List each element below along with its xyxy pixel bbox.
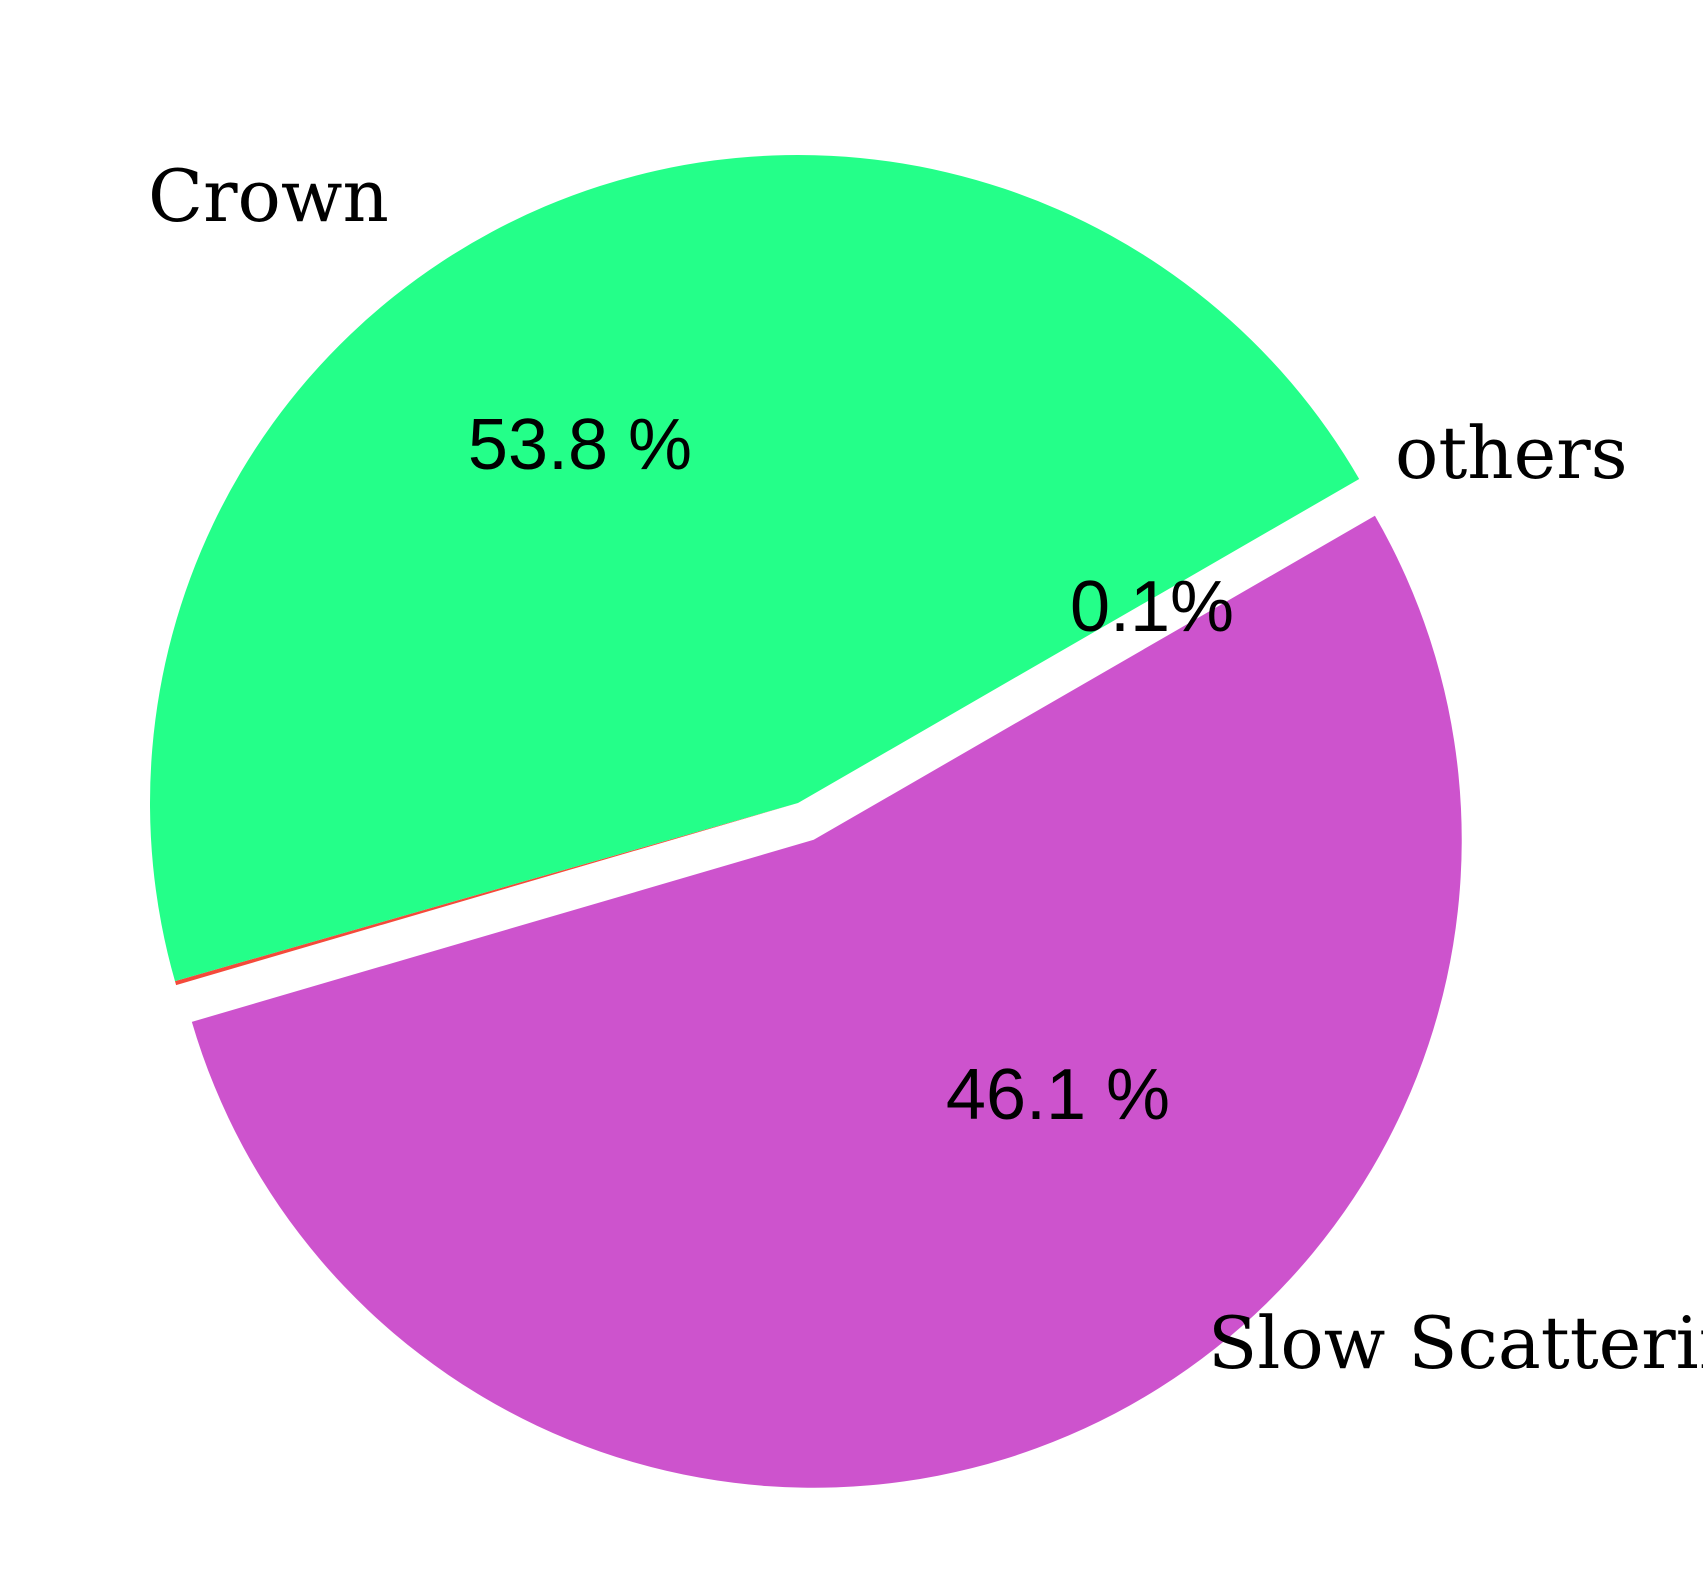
slice-label-slow-scattering: Slow Scattering [1208, 1301, 1703, 1385]
slices-layer [150, 155, 1462, 1488]
pct-label-crown: 53.8 % [468, 405, 692, 485]
pie-slice-others [174, 803, 798, 986]
pie-slice-slow-scattering [150, 155, 1360, 982]
slice-label-others: others [1395, 411, 1628, 495]
pie-slice-crown [191, 515, 1462, 1488]
slice-label-crown: Crown [148, 154, 389, 238]
pct-label-slow-scattering: 46.1 % [946, 1055, 1170, 1135]
pct-label-others: 0.1% [1070, 567, 1234, 647]
